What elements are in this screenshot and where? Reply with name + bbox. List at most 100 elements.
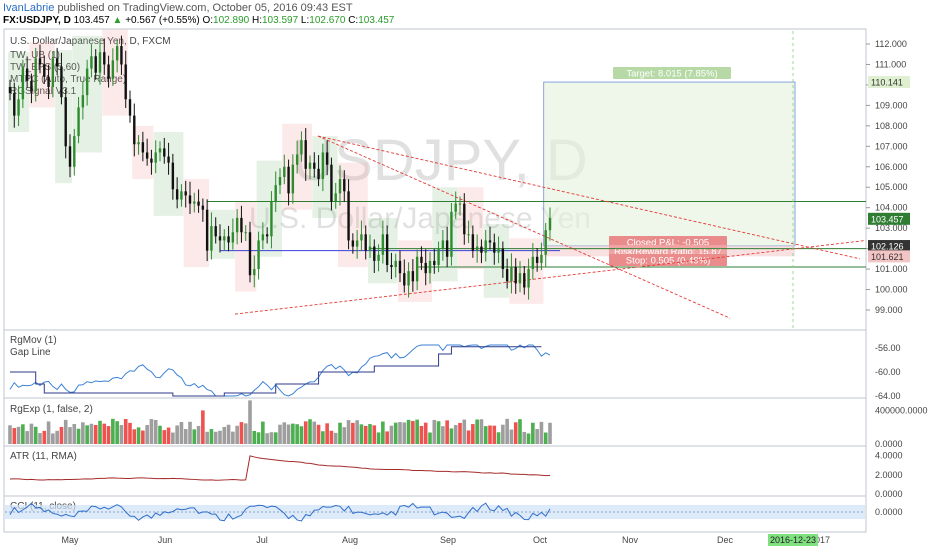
candle-body	[193, 201, 196, 204]
cci-pane-frame	[3, 495, 867, 533]
candle-body	[411, 271, 415, 282]
volume-bar	[308, 419, 312, 444]
candle-body	[398, 260, 402, 274]
volume-bar	[363, 425, 368, 444]
volume-bar	[423, 422, 428, 444]
volume-bar	[153, 419, 158, 444]
rgexp-title[interactable]: RgExp (1, false, 2)	[10, 404, 93, 415]
candle-body	[325, 152, 329, 165]
signal-zone	[209, 209, 235, 259]
atr-title[interactable]: ATR (11, RMA)	[10, 451, 77, 462]
volume-bar	[355, 420, 359, 444]
legend-item[interactable]: RGSignal V3.1	[10, 86, 77, 97]
volume-bar	[483, 426, 488, 444]
candle-body	[137, 142, 140, 145]
candle-body	[115, 46, 119, 61]
volume-bar	[291, 423, 295, 444]
candle-body	[145, 152, 149, 159]
candle-body	[510, 267, 513, 282]
volume-bar	[449, 428, 454, 444]
volume-bar	[261, 421, 265, 444]
rgmov-pane-frame	[3, 329, 867, 399]
candle-body	[180, 191, 183, 200]
candle-body	[81, 95, 85, 108]
volume-bar	[38, 433, 42, 444]
price-badge-label: 103.457	[871, 214, 904, 224]
volume-bar	[312, 421, 317, 444]
volume-bar	[393, 422, 398, 444]
candle-body	[535, 256, 539, 263]
price-tick-label: 108.000	[875, 121, 908, 131]
volume-bar	[269, 432, 274, 444]
candle-body	[43, 64, 46, 77]
candle-body	[437, 248, 440, 265]
volume-bar	[351, 422, 355, 444]
candle-body	[471, 234, 475, 251]
candle-body	[343, 179, 346, 192]
volume-bar	[282, 422, 287, 444]
candle-body	[8, 86, 12, 94]
volume-bar	[158, 425, 162, 444]
volume-bar	[372, 425, 377, 444]
volume-bar	[196, 425, 201, 444]
ohlc-header: FX:USDJPY, D 103.457 ▲ +0.567 (+0.55%) O…	[3, 15, 394, 26]
volume-bar	[295, 424, 299, 444]
rgmov-title[interactable]: RgMov (1)	[10, 335, 57, 346]
candle-body	[497, 248, 500, 253]
candle-body	[154, 152, 157, 163]
author-link[interactable]: IvanLabrie	[3, 2, 55, 14]
volume-bar	[458, 422, 462, 444]
candle-body	[467, 234, 470, 236]
candle-body	[347, 191, 350, 241]
volume-bar	[479, 419, 484, 444]
candle-body	[128, 99, 132, 116]
legend-item[interactable]: TW_UB (1)	[10, 50, 60, 61]
high-label: H:	[251, 15, 262, 26]
position-tool[interactable]: Target: 8.015 (7.85%) Closed P&L: -0.505R…	[543, 67, 796, 267]
legend-item[interactable]: MTPC (Auto, True Range)	[10, 74, 126, 85]
candle-body	[304, 140, 307, 169]
volume-bar	[239, 422, 244, 444]
candle-body	[231, 232, 235, 243]
volume-bar	[235, 425, 239, 444]
volume-bar	[243, 423, 248, 444]
signal-zone	[235, 201, 257, 292]
candle-body	[188, 195, 192, 204]
volume-bar	[93, 424, 98, 444]
watermark-name: U.S. Dollar/Japanese Yen	[249, 202, 591, 235]
indicator-tick-label: -64.00	[875, 391, 901, 401]
volume-bar	[333, 432, 338, 444]
indicator-tick-label: 0.0000	[875, 489, 903, 499]
candle-body	[514, 267, 517, 284]
volume-bar	[183, 429, 188, 444]
volume-bar	[496, 432, 501, 444]
volume-bar	[513, 422, 518, 444]
candle-body	[428, 260, 432, 274]
candle-body	[300, 140, 303, 155]
lower-trend-line	[234, 239, 867, 315]
candle-body	[120, 46, 123, 65]
price-tick-label: 101.000	[875, 264, 908, 274]
candle-body	[433, 260, 436, 265]
volume-bar	[63, 419, 68, 444]
time-badge: 2016-12-23	[770, 535, 816, 545]
candle-body	[364, 234, 367, 251]
indicator-tick-label: 0.0000	[875, 507, 903, 517]
signal-zone	[312, 136, 338, 218]
volume-bar	[419, 426, 424, 444]
candle-body	[103, 52, 106, 65]
volume-bar	[381, 421, 385, 444]
volume-bar	[531, 422, 535, 444]
open-label: O:	[202, 15, 214, 26]
closed-pnl-label: Closed P&L: -0.505	[627, 238, 709, 249]
candle-body	[107, 64, 110, 79]
signal-zone	[183, 179, 210, 268]
signal-zone	[55, 50, 72, 184]
volume-bar	[145, 425, 149, 444]
time-tick-label: Oct	[533, 535, 548, 545]
candle-body	[25, 68, 29, 81]
price-tick-label: 107.000	[875, 141, 908, 151]
trendlines[interactable]	[207, 31, 867, 329]
